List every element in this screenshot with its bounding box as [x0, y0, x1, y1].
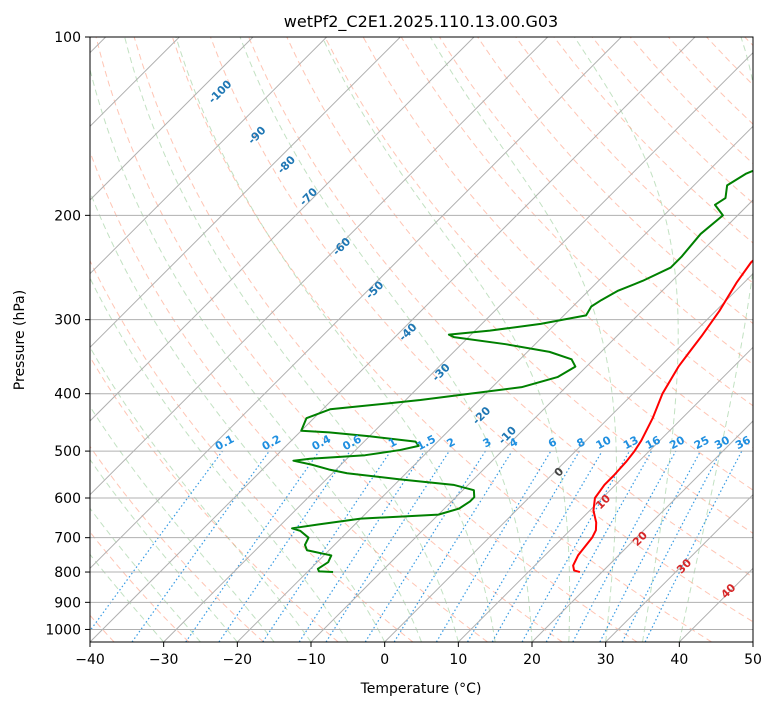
x-tick-label: −20 — [223, 652, 253, 668]
moist-adiabat-line — [175, 37, 496, 642]
dry-adiabat-line — [90, 445, 264, 642]
moist-adiabat-line — [90, 507, 201, 642]
dry-adiabat-line — [324, 37, 753, 491]
mixing-ratio-label: 36 — [733, 433, 753, 452]
dry-adiabat-line — [90, 259, 414, 642]
x-tick-label: 40 — [670, 652, 688, 668]
mixing-ratio-line — [572, 450, 677, 642]
dry-adiabat-line — [133, 37, 638, 642]
moist-adiabat-line — [90, 276, 349, 642]
data-series — [291, 169, 753, 574]
isotherm-gridline — [236, 125, 753, 642]
mixing-ratio-line — [262, 450, 392, 642]
mixing-ratio-line — [90, 450, 223, 632]
isotherm-gridline — [457, 346, 753, 642]
x-tick-label: −40 — [75, 652, 105, 668]
dry-adiabat-line — [90, 356, 339, 642]
x-tick-label: −10 — [296, 652, 326, 668]
mixing-ratio-line — [185, 450, 320, 642]
mixing-ratio-line — [218, 450, 351, 642]
mixing-ratio-lines — [90, 450, 743, 642]
dewpoint-profile-line — [291, 169, 753, 574]
x-tick-label: −30 — [149, 652, 179, 668]
mixing-ratio-line — [298, 450, 425, 642]
dry-adiabat-line — [248, 37, 753, 578]
isotherm-gridline — [90, 37, 622, 570]
y-tick-label: 400 — [54, 387, 81, 403]
y-axis-label: Pressure (hPa) — [12, 290, 28, 390]
moist-adiabat-line — [124, 37, 459, 642]
isotherm-gridline — [90, 37, 475, 422]
dry-adiabats — [90, 37, 753, 642]
background-lines — [90, 37, 753, 642]
dry-adiabat-line — [515, 37, 753, 284]
x-tick-label: 20 — [523, 652, 541, 668]
plot-frame — [89, 36, 754, 643]
mixing-ratio-line — [521, 450, 631, 642]
mixing-ratio-label: 10 — [594, 433, 614, 452]
dry-adiabat-line — [210, 37, 753, 623]
y-tick-label: 300 — [54, 313, 81, 329]
y-tick-label: 100 — [54, 30, 81, 46]
y-tick-label: 500 — [54, 444, 81, 460]
isotherm-gridline — [605, 493, 753, 642]
pressure-gridlines — [90, 37, 753, 630]
mixing-ratio-label: 13 — [621, 433, 641, 452]
moist-adiabat-line — [321, 37, 571, 642]
moist-adiabat-line — [574, 37, 679, 642]
isotherm-gridline — [90, 37, 401, 349]
isotherm-gridline — [310, 199, 753, 642]
x-axis-ticks: −40 −30 −20 −10 0 10 20 30 40 50 — [75, 642, 762, 668]
y-tick-label: 900 — [54, 595, 81, 611]
mixing-ratio-line — [545, 450, 653, 642]
mixing-ratio-label: 25 — [692, 433, 712, 452]
isotherm-gridline — [90, 37, 696, 642]
dry-adiabat-line — [286, 37, 753, 534]
y-tick-label: 600 — [54, 491, 81, 507]
isotherm-gridline — [90, 37, 549, 496]
temperature-profile-line — [572, 259, 753, 573]
mixing-ratio-line — [644, 450, 743, 642]
y-tick-label: 700 — [54, 531, 81, 547]
isotherm-gridline — [531, 420, 753, 642]
x-tick-label: 30 — [597, 652, 615, 668]
mixing-ratio-line — [393, 450, 513, 642]
isotherm-gridline — [90, 37, 254, 201]
x-tick-label: 0 — [380, 652, 389, 668]
x-tick-label: 10 — [449, 652, 467, 668]
y-axis-ticks: 100 200 300 400 500 600 700 800 900 1000 — [45, 30, 90, 638]
mixing-ratio-label: 20 — [667, 433, 687, 452]
y-tick-label: 1000 — [45, 622, 81, 638]
moist-adiabat-line — [90, 553, 165, 642]
dry-adiabat-line — [171, 37, 712, 642]
x-tick-label: 50 — [744, 652, 762, 668]
moist-adiabat-line — [90, 190, 386, 642]
moist-adiabat-line — [678, 37, 753, 642]
isotherm-gridline — [384, 272, 753, 642]
isotherm-gridline — [90, 37, 328, 275]
mixing-ratio-line — [131, 450, 270, 642]
dry-adiabat-line — [95, 37, 563, 642]
chart-title: wetPf2_C2E1.2025.110.13.00.G03 — [284, 12, 558, 32]
moist-adiabat-line — [239, 37, 533, 642]
mixing-ratio-line — [325, 450, 450, 642]
moist-adiabat-line — [90, 67, 422, 642]
mixing-ratio-label: 16 — [643, 433, 663, 452]
moist-adiabat-line — [90, 458, 238, 642]
mixing-ratio-label: 30 — [712, 433, 732, 452]
x-axis-label: Temperature (°C) — [360, 681, 482, 697]
skewed-isotherms — [90, 37, 753, 642]
y-tick-label: 200 — [54, 208, 81, 224]
y-tick-label: 800 — [54, 565, 81, 581]
moist-adiabat-line — [90, 405, 275, 642]
moist-adiabat-line — [429, 37, 618, 642]
